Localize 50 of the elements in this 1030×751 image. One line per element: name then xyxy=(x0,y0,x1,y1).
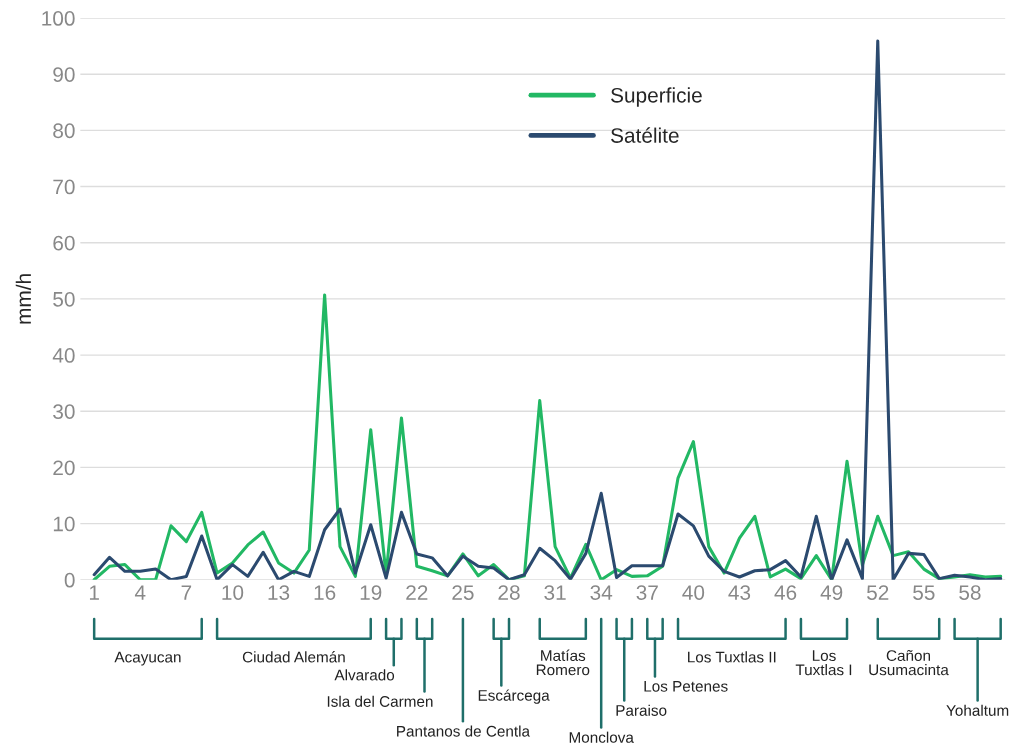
line-series xyxy=(92,293,1003,580)
y-tick-label: 100 xyxy=(42,11,75,26)
x-tick-label: 13 xyxy=(268,585,290,600)
text: Los Tuxtlas II xyxy=(688,651,776,663)
y-tick-label: 10 xyxy=(53,516,75,532)
x-tick-label: 49 xyxy=(820,585,843,600)
x-tick-label: 37 xyxy=(636,585,658,600)
y-tick-label: 90 xyxy=(53,67,75,82)
text: Paraiso xyxy=(616,704,667,716)
text: Los Petenes xyxy=(644,681,728,692)
text: Acayucan xyxy=(114,651,181,666)
x-tick-label: 43 xyxy=(728,585,751,600)
text: Ciudad Alemán xyxy=(242,651,345,663)
y-tick-label: 50 xyxy=(53,291,75,307)
y-tick-label: 80 xyxy=(53,123,75,139)
text: Matías Romero xyxy=(536,649,590,676)
x-tick-label: 25 xyxy=(452,585,474,600)
x-tick-label: 19 xyxy=(360,585,382,600)
y-tick-label: 20 xyxy=(53,460,75,476)
legend-label: Satélite xyxy=(611,127,679,143)
y-tick-label: 40 xyxy=(52,348,75,363)
legend-label: Superficie xyxy=(611,87,702,107)
x-tick-label: 40 xyxy=(682,585,705,600)
text: Los Tuxtlas I xyxy=(795,650,852,676)
x-tick-label: 31 xyxy=(544,585,566,600)
text: Yohaltum xyxy=(946,704,1009,716)
y-tick-label: 30 xyxy=(53,404,75,419)
x-tick-label: 10 xyxy=(222,585,244,600)
x-tick-label: 1 xyxy=(89,585,99,600)
x-tick-label: 4 xyxy=(134,585,146,600)
text: Alvarado xyxy=(334,669,395,681)
x-tick-label: 16 xyxy=(314,585,336,600)
y-tick-label: 60 xyxy=(53,235,75,251)
x-tick-label: 28 xyxy=(498,585,520,600)
x-tick-label: 34 xyxy=(590,585,613,600)
y-axis-title: mm/h xyxy=(15,274,32,324)
x-tick-label: 55 xyxy=(913,585,935,600)
x-tick-label: 22 xyxy=(406,585,428,600)
line-series xyxy=(92,39,1003,580)
y-tick-label: 70 xyxy=(53,179,75,195)
text: Isla del Carmen xyxy=(327,695,433,707)
text: Pantanos de Centla xyxy=(397,725,531,737)
y-tick-label: 0 xyxy=(64,572,75,588)
x-tick-label: 52 xyxy=(867,585,889,600)
text: Cañon Usumacinta xyxy=(869,649,949,676)
x-tick-label: 46 xyxy=(774,585,797,600)
x-tick-label: 7 xyxy=(181,585,192,600)
x-tick-label: 58 xyxy=(959,585,981,600)
text: Escárcega xyxy=(478,689,550,704)
text: Monclova xyxy=(569,731,634,743)
